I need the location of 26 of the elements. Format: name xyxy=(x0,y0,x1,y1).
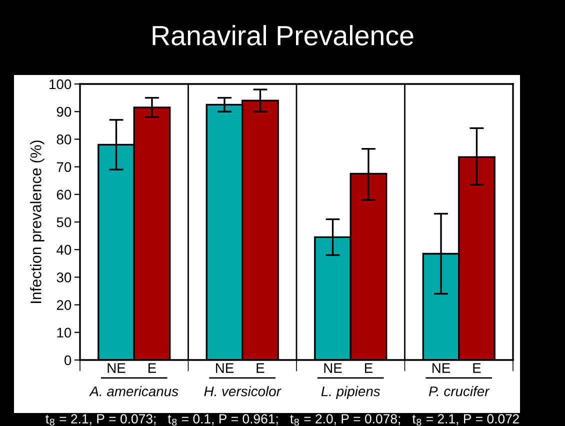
text: NE xyxy=(216,363,234,373)
y-tick-label: 20 xyxy=(56,300,72,310)
text: NE xyxy=(324,363,342,373)
y-tick-label: 40 xyxy=(56,244,72,255)
y-tick-label: 30 xyxy=(56,272,72,282)
text: NE xyxy=(432,363,450,373)
y-tick-label: 80 xyxy=(56,134,72,144)
x-tick-label: L. pipiens xyxy=(321,386,380,400)
y-tick-label: 100 xyxy=(50,79,72,90)
x-tick-label: H. versicolor xyxy=(204,386,282,396)
legend-label: NE xyxy=(108,363,126,373)
y-tick-label: 90 xyxy=(56,106,72,117)
x-tick-label: P. crucifer xyxy=(428,386,490,396)
chart-title: Ranaviral Prevalence xyxy=(152,25,414,46)
y-tick-label: 50 xyxy=(56,217,72,228)
y-tick-label: 10 xyxy=(57,328,72,338)
series-label: E xyxy=(148,363,156,373)
y-tick-label: 0 xyxy=(64,355,72,366)
text: E xyxy=(473,363,481,373)
y-tick-label: 70 xyxy=(56,162,72,172)
x-tick-label: A. americanus xyxy=(89,386,178,396)
y-tick-label: 60 xyxy=(56,190,72,200)
y-axis-title: Infection prevalence (%) xyxy=(30,140,44,303)
text: t$_{8}$ = 2.1, P = 0.073; t$_{8}$ = 0.1, P = 0.961; t$_{8}$ = 2.0, P = 0.078; t$_{8}$ = 2.1, P = 0.072 xyxy=(46,414,519,426)
text: E xyxy=(256,363,264,373)
text: E xyxy=(364,363,373,373)
